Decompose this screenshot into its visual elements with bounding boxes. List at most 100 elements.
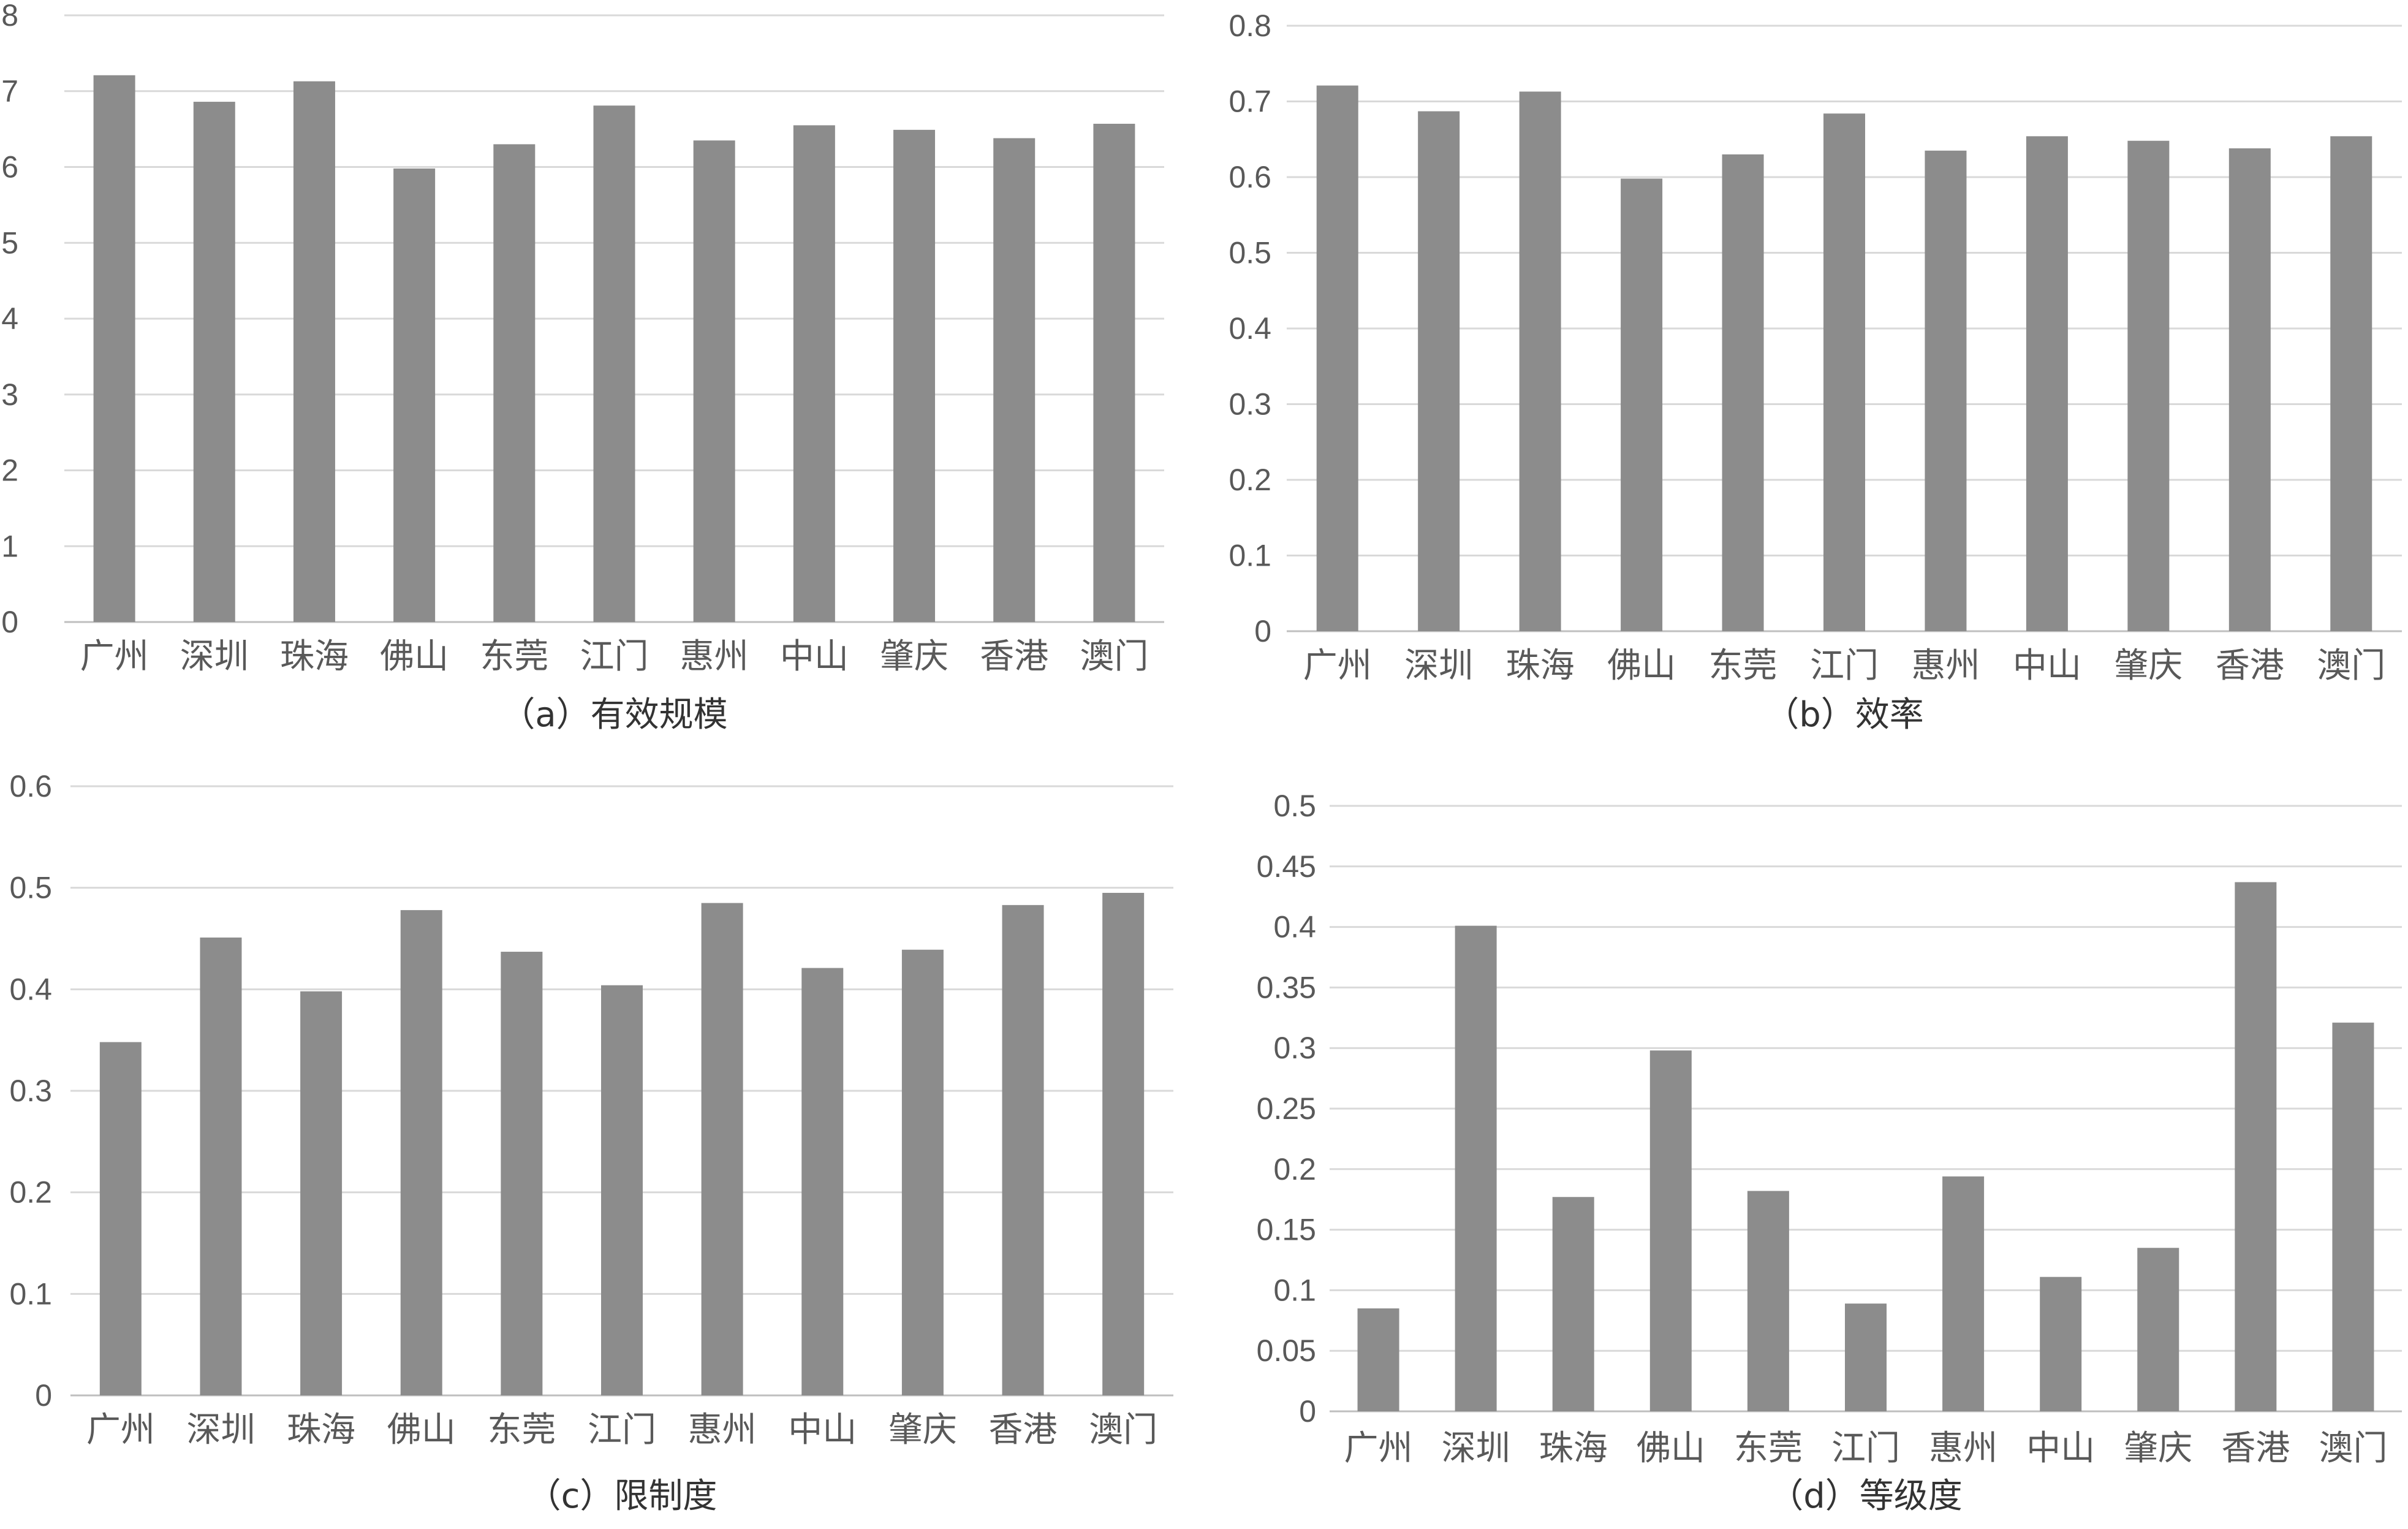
x-tick-label: 广州: [86, 1410, 155, 1450]
y-tick-label: 0.1: [9, 1277, 52, 1311]
bar: [1102, 892, 1145, 1395]
y-tick-label: 0.4: [1229, 311, 1271, 346]
y-tick-label: 0.2: [9, 1175, 52, 1210]
x-tick-label: 江门: [1831, 1428, 1900, 1468]
y-tick-label: 0.05: [1257, 1334, 1316, 1368]
x-tick-label: 广州: [1303, 646, 1372, 686]
x-tick-label: 深圳: [1404, 646, 1473, 686]
x-tick-label: 中山: [2026, 1428, 2095, 1468]
bar: [400, 910, 442, 1395]
bar: [2040, 1277, 2082, 1411]
bar: [1455, 925, 1497, 1411]
bar: [300, 991, 343, 1395]
bar: [2026, 136, 2068, 631]
x-tick-label: 香港: [2216, 646, 2284, 686]
bar: [93, 75, 135, 622]
x-tick-label: 东莞: [480, 637, 548, 677]
bar: [1357, 1308, 1399, 1411]
x-tick-label: 东莞: [1709, 646, 1778, 686]
y-tick-label: 0: [1299, 1394, 1316, 1428]
x-tick-label: 深圳: [186, 1410, 255, 1450]
bar: [293, 81, 335, 623]
bar: [1002, 905, 1044, 1395]
bar: [1942, 1176, 1985, 1411]
x-tick-label: 东莞: [487, 1410, 556, 1450]
bar: [993, 138, 1036, 623]
bar: [2137, 1248, 2179, 1411]
x-tick-label: 东莞: [1734, 1428, 1803, 1468]
x-tick-label: 香港: [2221, 1428, 2290, 1468]
y-tick-label: 0.7: [1229, 85, 1271, 119]
y-tick-label: 0.3: [1229, 387, 1271, 422]
bar: [601, 985, 643, 1395]
y-tick-label: 0.15: [1257, 1213, 1316, 1247]
bar: [1519, 91, 1561, 631]
bar: [1823, 113, 1865, 631]
x-tick-label: 肇庆: [2124, 1428, 2192, 1468]
y-tick-label: 0.1: [1229, 539, 1271, 573]
y-tick-label: 0: [1, 605, 18, 639]
bar: [2330, 136, 2372, 631]
y-tick-label: 0.3: [9, 1074, 52, 1108]
chart-panel-b: 0 0.1 0.2 0.3 0.4 0.5 0.6 0.7 0.8 广州 深圳 珠海 佛山 东莞 江门 惠州中…: [1229, 9, 2402, 735]
bar: [2235, 882, 2277, 1411]
bar: [501, 952, 543, 1395]
bar: [793, 125, 835, 622]
bar: [1845, 1303, 1887, 1411]
bar: [893, 129, 936, 623]
x-tick-label: 澳门: [2319, 1428, 2387, 1468]
bar: [193, 102, 235, 622]
bar: [593, 105, 635, 622]
bar: [1093, 123, 1135, 622]
y-tick-label: 6: [1, 150, 18, 184]
bar: [1925, 150, 1967, 631]
x-tick-label: 肇庆: [2114, 646, 2183, 686]
chart-caption: （c）限制度: [527, 1476, 717, 1516]
x-tick-label: 中山: [780, 637, 849, 677]
y-tick-label: 0: [35, 1378, 52, 1413]
y-tick-label: 7: [1, 74, 18, 108]
x-tick-label: 珠海: [287, 1410, 355, 1450]
x-tick-label: 澳门: [1080, 637, 1148, 677]
y-tick-label: 0.4: [9, 972, 52, 1006]
bar: [493, 144, 536, 622]
x-tick-label: 肇庆: [880, 637, 948, 677]
x-tick-label: 惠州: [1911, 646, 1980, 686]
x-tick-label: 珠海: [1506, 646, 1575, 686]
x-tick-label: 香港: [989, 1410, 1058, 1450]
bar: [2127, 140, 2170, 632]
y-tick-label: 4: [1, 302, 18, 336]
bar: [2228, 148, 2271, 631]
y-tick-label: 0.8: [1229, 9, 1271, 43]
y-tick-label: 5: [1, 226, 18, 260]
x-tick-label: 深圳: [1442, 1428, 1510, 1468]
y-tick-label: 8: [1, 0, 18, 32]
x-tick-label: 珠海: [1539, 1428, 1608, 1468]
bar: [1649, 1050, 1692, 1411]
y-tick-label: 0.25: [1257, 1091, 1316, 1126]
x-tick-label: 深圳: [180, 637, 249, 677]
y-tick-label: 0.4: [1273, 910, 1316, 944]
x-tick-label: 佛山: [1607, 646, 1676, 686]
bar: [393, 168, 436, 623]
bar: [701, 903, 743, 1395]
x-tick-label: 惠州: [1929, 1428, 1997, 1468]
chart-panel-c: 0 0.1 0.2 0.3 0.4 0.5 0.6 广州 深圳 珠海 佛山 东莞 江门 惠州 中山 肇庆 香港澳…: [9, 769, 1173, 1516]
bar: [2332, 1022, 2374, 1411]
bar: [901, 949, 944, 1395]
y-tick-label: 0.1: [1273, 1273, 1316, 1307]
x-tick-label: 澳门: [2317, 646, 2385, 686]
chart-panel-d: 0 0.05 0.1 0.15 0.2 0.25 0.3 0.35 0.4 0.45 0.5 广州 深圳…: [1257, 789, 2402, 1516]
y-tick-label: 0: [1254, 614, 1271, 648]
x-tick-label: 中山: [2013, 646, 2081, 686]
bar: [693, 140, 735, 622]
y-tick-label: 0.45: [1257, 849, 1316, 884]
x-tick-label: 广州: [1344, 1428, 1413, 1468]
x-tick-label: 佛山: [1637, 1428, 1705, 1468]
x-tick-label: 江门: [588, 1410, 656, 1450]
y-tick-label: 0.2: [1229, 463, 1271, 497]
chart-caption: （d）等级度: [1769, 1476, 1963, 1516]
x-tick-label: 惠州: [688, 1410, 757, 1450]
y-tick-label: 3: [1, 378, 18, 412]
y-tick-label: 0.3: [1273, 1031, 1316, 1065]
